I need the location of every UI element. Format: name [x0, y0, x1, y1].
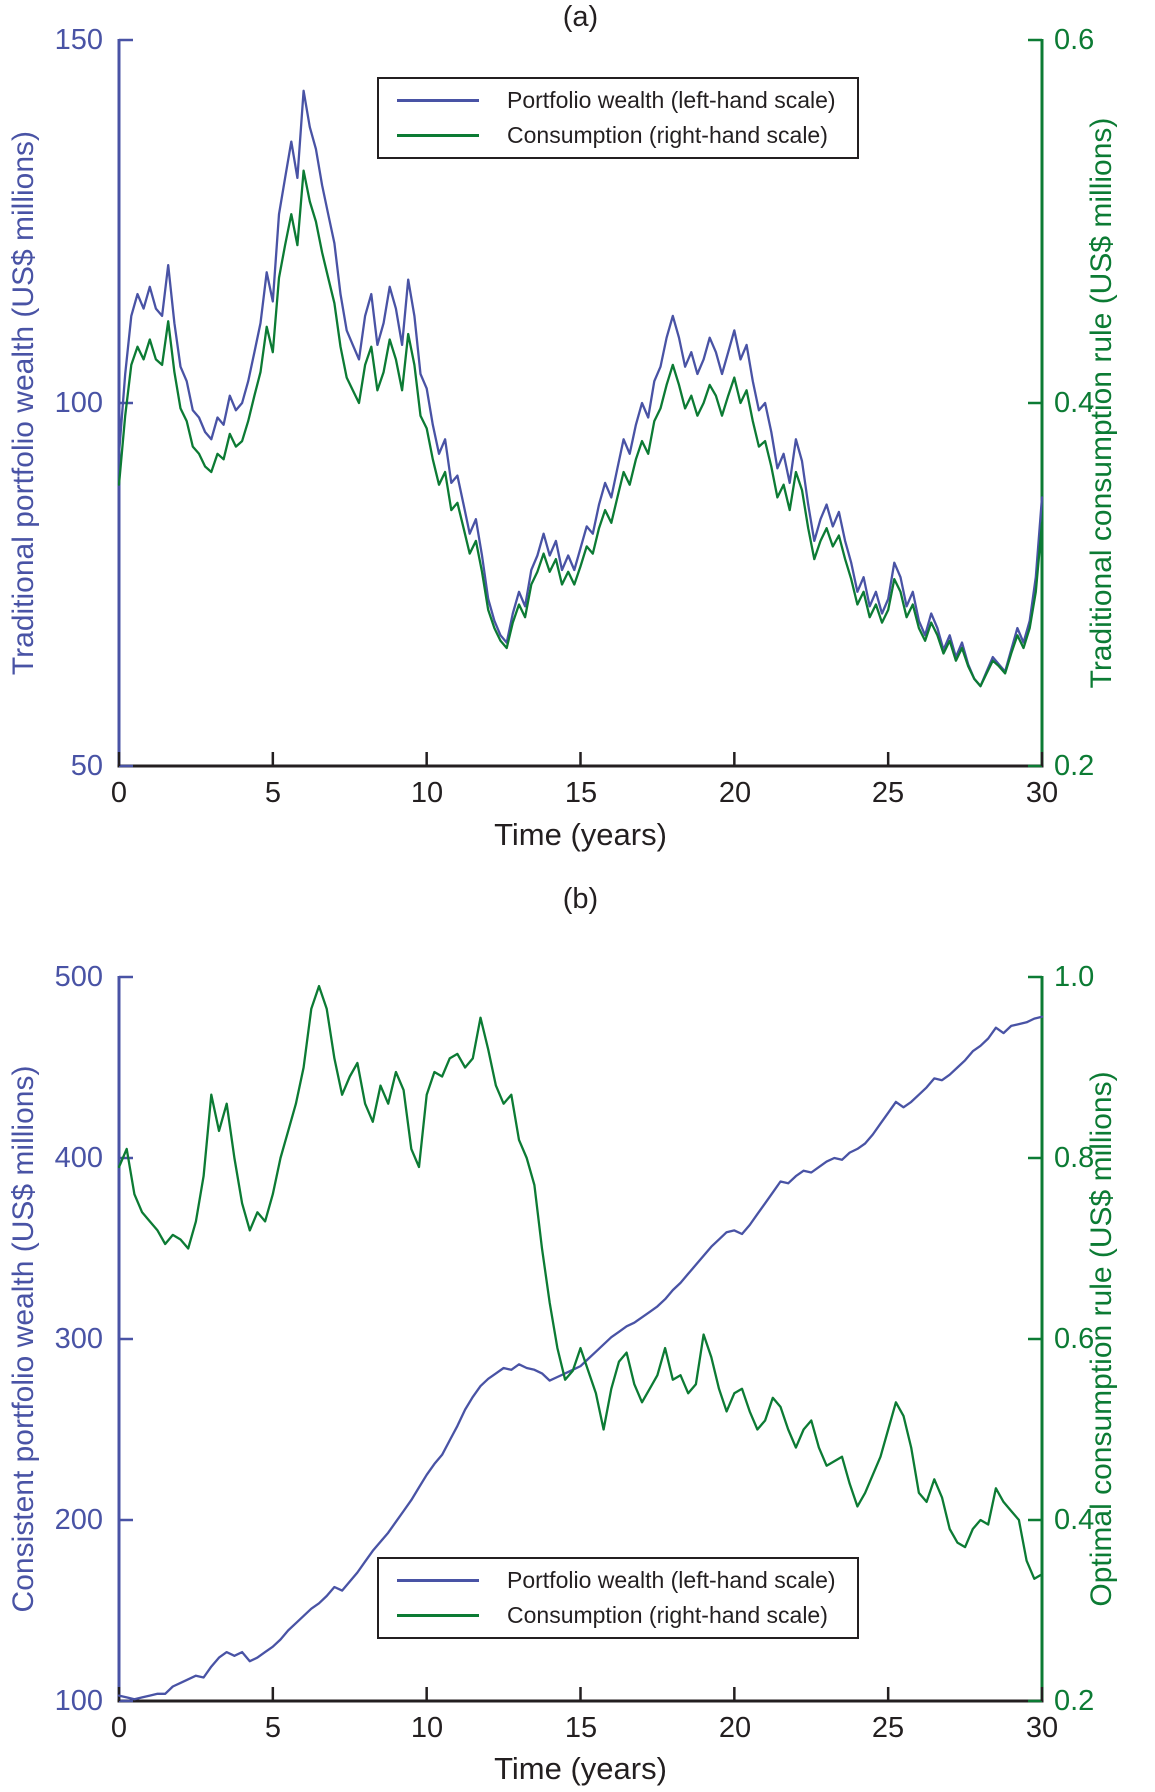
panel-b-ytick-0.8: 0.8 [1054, 1142, 1095, 1174]
legend-label-consumption: Consumption (right-hand scale) [507, 122, 828, 148]
panel-a-xtick-15: 15 [564, 777, 598, 809]
panel-b-title: (b) [562, 883, 599, 915]
panel-a-xaxis-label: Time (years) [494, 817, 667, 852]
panel-b-plot [117, 975, 1044, 1703]
panel-b-xtick-5: 5 [264, 1712, 282, 1744]
panel-a-xtick-20: 20 [718, 777, 752, 809]
panel-a-title: (a) [562, 1, 599, 33]
panel-b-left-axis-label: Consistent portfolio wealth (US$ million… [7, 1065, 40, 1613]
panel-b-ytick-0.6: 0.6 [1054, 1323, 1095, 1355]
panel-a-xtick-5: 5 [264, 777, 282, 809]
legend-entry-consumption: Consumption (right-hand scale) [379, 122, 857, 149]
panel-a-right-axis-label: Traditional consumption rule (US$ millio… [1085, 117, 1118, 689]
legend-label-wealth: Portfolio wealth (left-hand scale) [507, 87, 836, 113]
panel-a-xtick-0: 0 [110, 777, 128, 809]
panel-b-ytick-300: 300 [54, 1323, 103, 1355]
panel-b-xtick-10: 10 [410, 1712, 444, 1744]
panel-b-xtick-0: 0 [110, 1712, 128, 1744]
panel-b-ytick-0.2: 0.2 [1054, 1685, 1095, 1717]
panel-b-ytick-100: 100 [54, 1685, 103, 1717]
panel-a-ytick-100: 100 [54, 387, 103, 419]
panel-a-xtick-25: 25 [871, 777, 905, 809]
legend-entry-consumption: Consumption (right-hand scale) [379, 1602, 857, 1629]
panel-a-ytick-150: 150 [54, 24, 103, 56]
panel-a-xtick-30: 30 [1025, 777, 1059, 809]
consumption-line-sample [397, 1614, 479, 1617]
wealth-line-sample [397, 99, 479, 102]
panel-b-ytick-0.4: 0.4 [1054, 1504, 1095, 1536]
panel-b-xtick-30: 30 [1025, 1712, 1059, 1744]
panel-a-xtick-10: 10 [410, 777, 444, 809]
panel-a-left-axis-label: Traditional portfolio wealth (US$ millio… [7, 130, 40, 676]
panel-b-xaxis-label: Time (years) [494, 1751, 667, 1786]
legend-entry-wealth: Portfolio wealth (left-hand scale) [379, 87, 857, 114]
legend-label-consumption: Consumption (right-hand scale) [507, 1602, 828, 1628]
legend-label-wealth: Portfolio wealth (left-hand scale) [507, 1567, 836, 1593]
panel-a-ytick-0.6: 0.6 [1054, 24, 1095, 56]
panel-b-xtick-25: 25 [871, 1712, 905, 1744]
panel-b-ytick-200: 200 [54, 1504, 103, 1536]
panel-b-xtick-20: 20 [718, 1712, 752, 1744]
panel-a-legend: Portfolio wealth (left-hand scale) Consu… [377, 77, 859, 159]
wealth-line-sample [397, 1579, 479, 1582]
panel-b-ytick-500: 500 [54, 961, 103, 993]
panel-b-legend: Portfolio wealth (left-hand scale) Consu… [377, 1557, 859, 1639]
panel-b-xtick-15: 15 [564, 1712, 598, 1744]
panel-a-ytick-0.2: 0.2 [1054, 750, 1095, 782]
panel-a-ytick-50: 50 [70, 750, 103, 782]
consumption-line-sample [397, 134, 479, 137]
panel-b-right-axis-label: Optimal consumption rule (US$ millions) [1085, 1071, 1118, 1607]
panel-b-ytick-1.0: 1.0 [1054, 961, 1095, 993]
panel-b-ytick-400: 400 [54, 1142, 103, 1174]
legend-entry-wealth: Portfolio wealth (left-hand scale) [379, 1567, 857, 1594]
panel-a-ytick-0.4: 0.4 [1054, 387, 1095, 419]
panel-a-plot [117, 38, 1044, 768]
